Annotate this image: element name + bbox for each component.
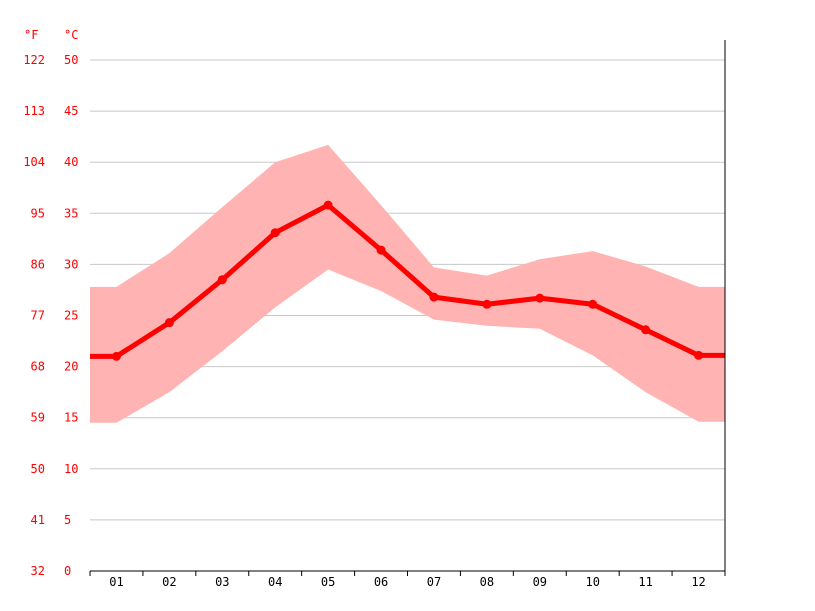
month-tick-label: 05: [321, 575, 335, 589]
celsius-tick-label: 10: [64, 462, 78, 476]
axes: [89, 40, 726, 576]
month-tick-label: 01: [109, 575, 123, 589]
celsius-tick-label: 40: [64, 155, 78, 169]
mean-line-layer: [90, 200, 725, 361]
mean-temperature-point: [535, 293, 545, 303]
celsius-tick-label: 0: [64, 564, 71, 578]
min-max-band: [90, 144, 725, 423]
month-tick-label: 06: [374, 575, 388, 589]
celsius-tick-label: 35: [64, 206, 78, 220]
mean-temperature-point: [111, 351, 121, 361]
fahrenheit-tick-label: 41: [31, 513, 45, 527]
fahrenheit-tick-label: 32: [31, 564, 45, 578]
fahrenheit-tick-label: 95: [31, 206, 45, 220]
month-tick-label: 11: [638, 575, 652, 589]
tick-labels: °F °C 0 32 5 41 10 50 15 59 20 68 25 77 30 86 35 95 40 10…: [23, 28, 705, 589]
fahrenheit-tick-label: 68: [31, 360, 45, 374]
mean-temperature-line: [90, 202, 725, 359]
mean-temperature-point: [164, 318, 174, 328]
mean-temperature-point: [641, 325, 651, 335]
mean-temperature-point: [429, 292, 439, 302]
celsius-tick-label: 15: [64, 411, 78, 425]
celsius-tick-label: 50: [64, 53, 78, 67]
month-tick-label: 02: [162, 575, 176, 589]
mean-temperature-point: [482, 299, 492, 309]
fahrenheit-unit-label: °F: [24, 28, 38, 42]
fahrenheit-tick-label: 59: [31, 411, 45, 425]
celsius-unit-label: °C: [64, 28, 78, 42]
mean-temperature-point: [217, 275, 227, 285]
celsius-tick-label: 5: [64, 513, 71, 527]
fahrenheit-tick-label: 122: [23, 53, 45, 67]
fahrenheit-tick-label: 104: [23, 155, 45, 169]
mean-temperature-point: [588, 299, 598, 309]
celsius-tick-label: 20: [64, 360, 78, 374]
fahrenheit-tick-label: 50: [31, 462, 45, 476]
month-tick-label: 12: [691, 575, 705, 589]
month-tick-label: 03: [215, 575, 229, 589]
fahrenheit-tick-label: 86: [31, 257, 45, 271]
month-tick-label: 08: [480, 575, 494, 589]
month-tick-label: 07: [427, 575, 441, 589]
month-tick-label: 10: [585, 575, 599, 589]
mean-temperature-point: [376, 245, 386, 255]
mean-temperature-point: [270, 228, 280, 238]
fahrenheit-tick-label: 113: [23, 104, 45, 118]
min-max-band-layer: [90, 144, 725, 423]
mean-temperature-point: [694, 350, 704, 360]
month-tick-label: 09: [533, 575, 547, 589]
mean-temperature-point: [323, 200, 333, 210]
celsius-tick-label: 30: [64, 257, 78, 271]
celsius-tick-label: 45: [64, 104, 78, 118]
fahrenheit-tick-label: 77: [31, 309, 45, 323]
celsius-tick-label: 25: [64, 309, 78, 323]
month-tick-label: 04: [268, 575, 282, 589]
